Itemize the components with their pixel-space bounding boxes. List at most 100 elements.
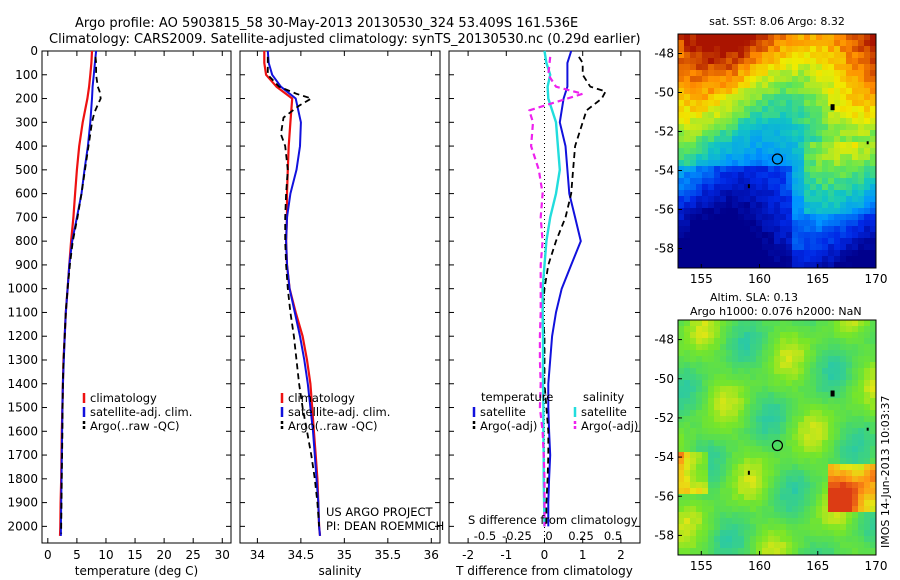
map-cell bbox=[732, 178, 738, 184]
map-cell bbox=[714, 256, 720, 262]
map-cell bbox=[834, 476, 840, 482]
map-cell bbox=[762, 446, 768, 452]
map-cell bbox=[870, 536, 876, 542]
map-cell bbox=[744, 196, 750, 202]
map-cell bbox=[684, 428, 690, 434]
map-cell bbox=[858, 238, 864, 244]
map-cell bbox=[744, 154, 750, 160]
map-cell bbox=[816, 392, 822, 398]
map-cell bbox=[864, 440, 870, 446]
map-cell bbox=[852, 536, 858, 542]
map-cell bbox=[690, 536, 696, 542]
map-cell bbox=[762, 386, 768, 392]
map-cell bbox=[720, 536, 726, 542]
map-cell bbox=[840, 518, 846, 524]
map-cell bbox=[852, 362, 858, 368]
map-cell bbox=[864, 338, 870, 344]
map-cell bbox=[702, 262, 708, 268]
map-cell bbox=[702, 422, 708, 428]
map-cell bbox=[786, 536, 792, 542]
map-cell bbox=[678, 530, 684, 536]
map-cell bbox=[798, 320, 804, 326]
map-cell bbox=[720, 34, 726, 40]
map-cell bbox=[792, 392, 798, 398]
series-line-temperature-satellite bbox=[547, 50, 582, 527]
map-cell bbox=[762, 344, 768, 350]
map-cell bbox=[858, 434, 864, 440]
map-cell bbox=[786, 136, 792, 142]
map-cell bbox=[696, 332, 702, 338]
map-cell bbox=[726, 64, 732, 70]
map-cell bbox=[726, 40, 732, 46]
map-cell bbox=[810, 100, 816, 106]
map-cell bbox=[756, 332, 762, 338]
map-cell bbox=[804, 380, 810, 386]
map-cell bbox=[792, 142, 798, 148]
map-cell bbox=[690, 320, 696, 326]
map-cell bbox=[798, 70, 804, 76]
map-cell bbox=[684, 244, 690, 250]
map-cell bbox=[792, 124, 798, 130]
map-cell bbox=[744, 344, 750, 350]
map-cell bbox=[756, 226, 762, 232]
map-cell bbox=[702, 392, 708, 398]
map-cell bbox=[810, 214, 816, 220]
map-cell bbox=[792, 154, 798, 160]
map-cell bbox=[696, 244, 702, 250]
map-cell bbox=[738, 184, 744, 190]
map-cell bbox=[678, 214, 684, 220]
map-cell bbox=[756, 232, 762, 238]
map-cell bbox=[858, 118, 864, 124]
map-cell bbox=[810, 166, 816, 172]
map-cell bbox=[756, 356, 762, 362]
map-cell bbox=[798, 238, 804, 244]
map-cell bbox=[852, 238, 858, 244]
y-tick-label: 1700 bbox=[7, 448, 38, 462]
map-cell bbox=[834, 166, 840, 172]
map-cell bbox=[834, 190, 840, 196]
map-cell bbox=[696, 416, 702, 422]
map-cell bbox=[864, 494, 870, 500]
map-cell bbox=[738, 34, 744, 40]
map-cell bbox=[786, 506, 792, 512]
map-cell bbox=[846, 184, 852, 190]
map-cell bbox=[732, 482, 738, 488]
map-cell bbox=[834, 154, 840, 160]
map-cell bbox=[732, 458, 738, 464]
map-cell bbox=[786, 256, 792, 262]
map-cell bbox=[750, 166, 756, 172]
map-cell bbox=[756, 488, 762, 494]
map-cell bbox=[840, 332, 846, 338]
map-cell bbox=[840, 82, 846, 88]
map-cell bbox=[744, 64, 750, 70]
map-cell bbox=[768, 536, 774, 542]
map-cell bbox=[744, 356, 750, 362]
map-cell bbox=[750, 184, 756, 190]
map-cell bbox=[780, 94, 786, 100]
map-cell bbox=[792, 244, 798, 250]
map-cell bbox=[858, 148, 864, 154]
map-cell bbox=[834, 262, 840, 268]
map-cell bbox=[750, 118, 756, 124]
map-cell bbox=[744, 184, 750, 190]
map-cell bbox=[768, 256, 774, 262]
map-cell bbox=[864, 100, 870, 106]
map-cell bbox=[816, 64, 822, 70]
map-cell bbox=[846, 244, 852, 250]
map-cell bbox=[834, 40, 840, 46]
map-cell bbox=[870, 338, 876, 344]
map-cell bbox=[828, 488, 834, 494]
map-cell bbox=[828, 178, 834, 184]
map-cell bbox=[828, 452, 834, 458]
map-cell bbox=[864, 52, 870, 58]
map-cell bbox=[774, 232, 780, 238]
map-cell bbox=[828, 350, 834, 356]
map-cell bbox=[852, 232, 858, 238]
map-cell bbox=[756, 530, 762, 536]
map-cell bbox=[804, 58, 810, 64]
map-cell bbox=[684, 148, 690, 154]
map-cell bbox=[720, 518, 726, 524]
map-cell bbox=[840, 64, 846, 70]
map-cell bbox=[804, 434, 810, 440]
